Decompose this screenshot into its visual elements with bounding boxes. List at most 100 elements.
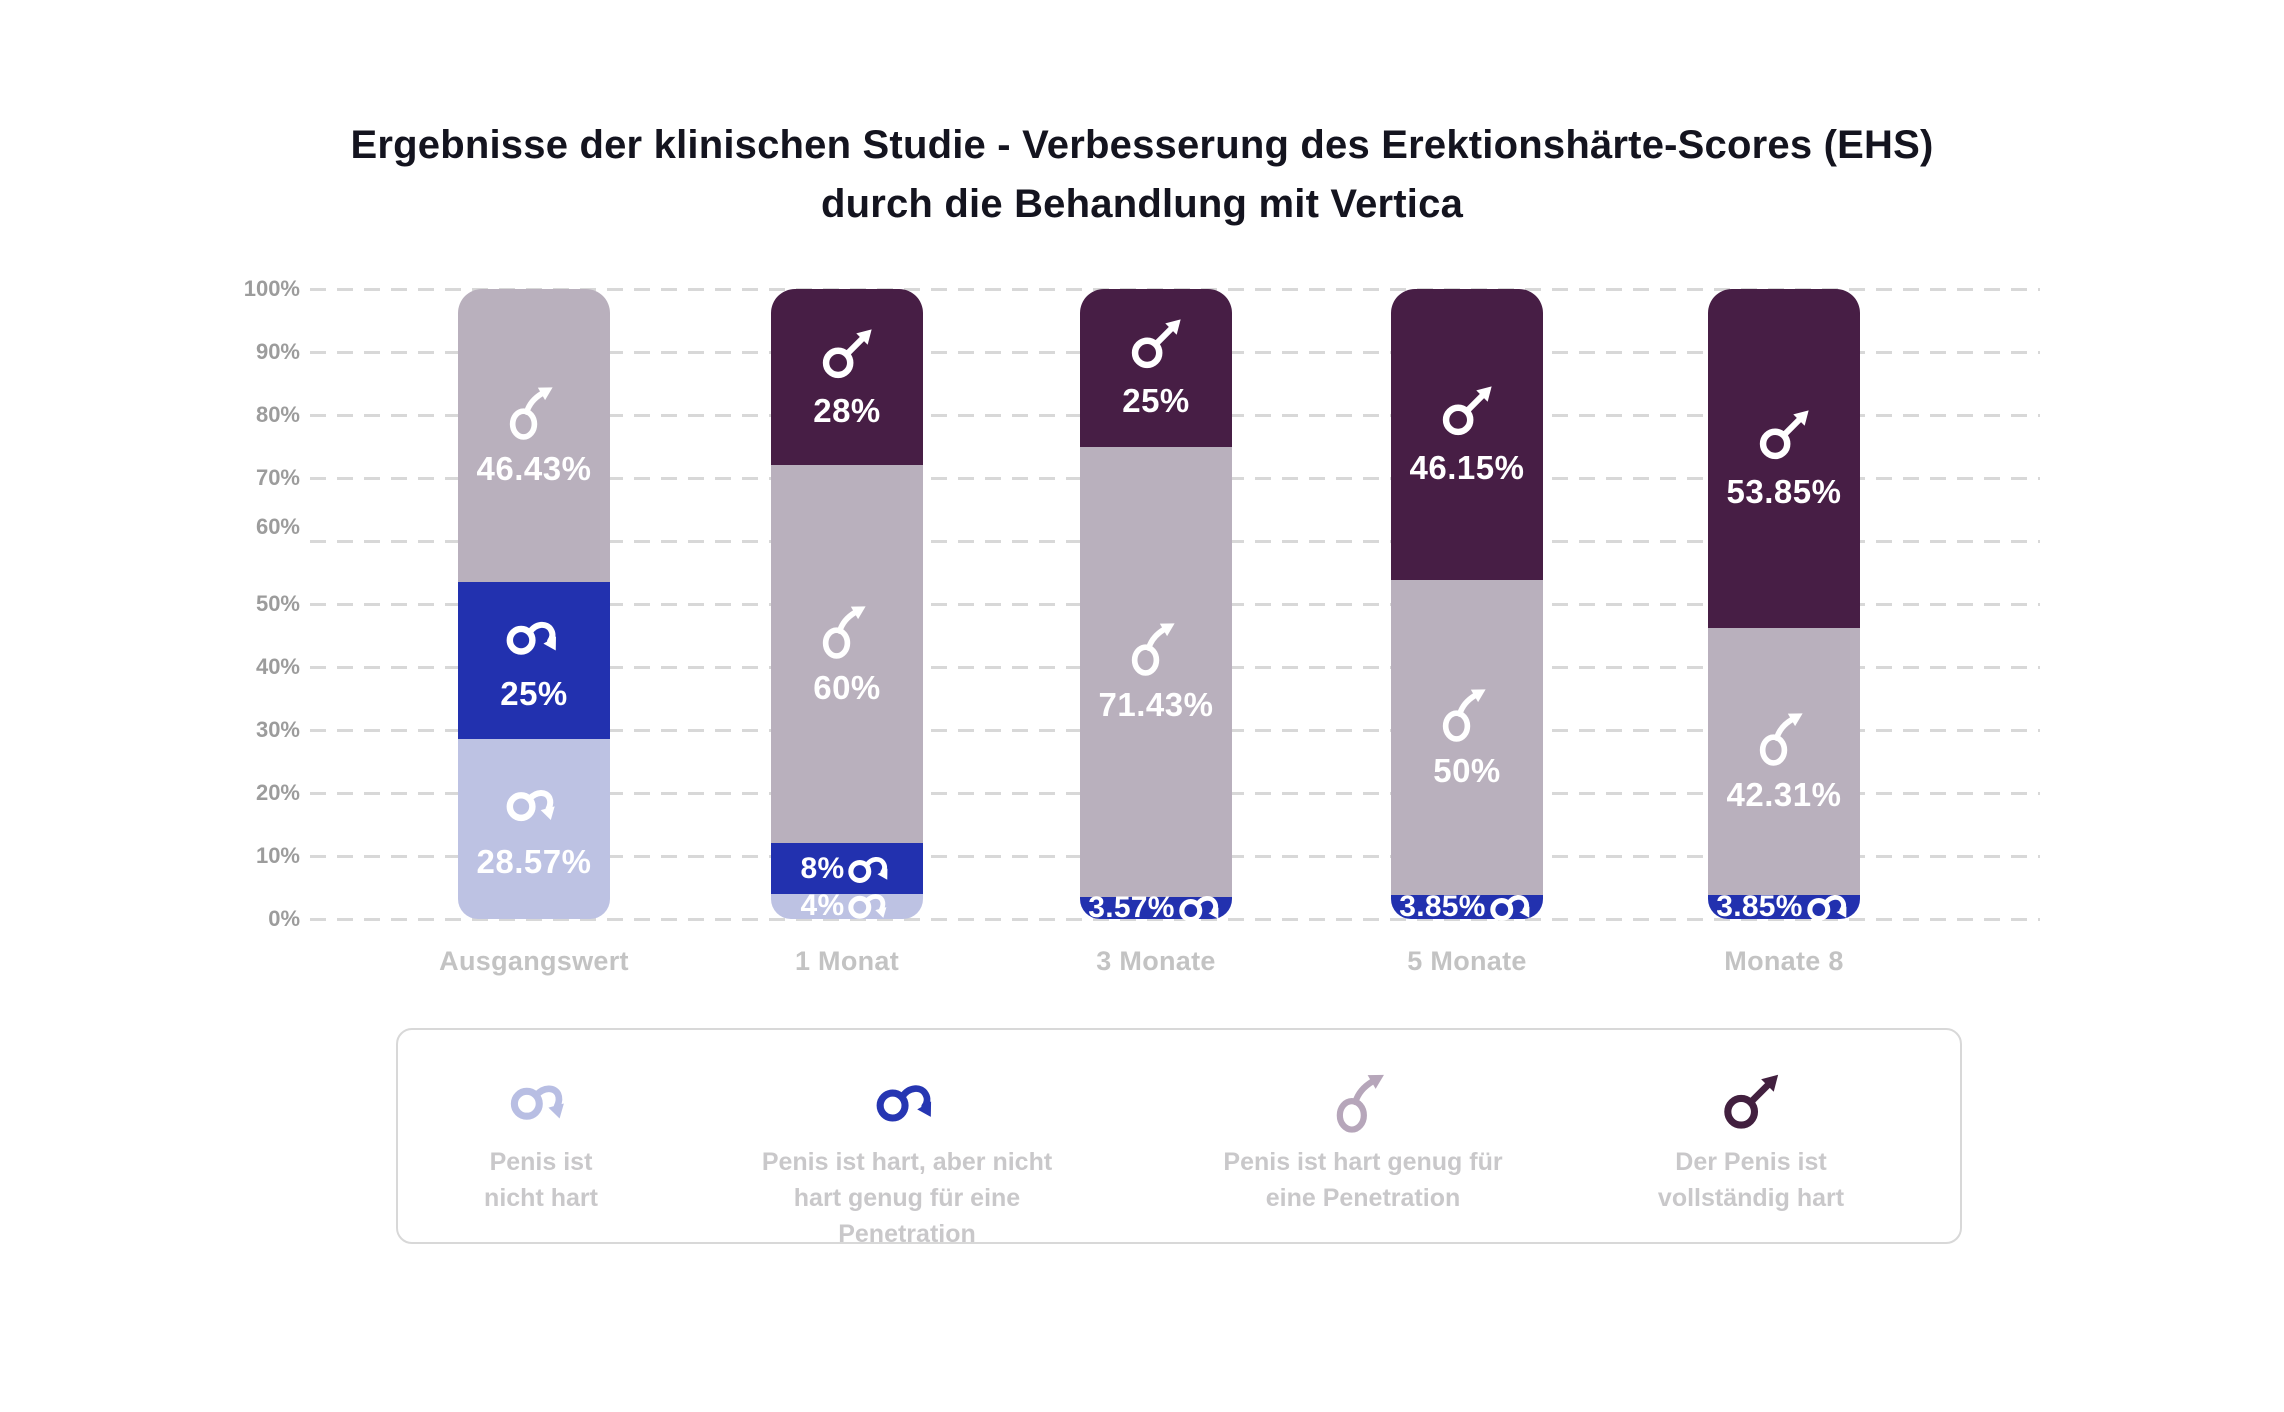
segment-value-label: 28.57%: [476, 843, 592, 881]
male-curved-up-arrow-icon: [1127, 619, 1185, 677]
legend-item-label-line: vollständig hart: [1657, 1184, 1845, 1212]
segment-value-label: 71.43%: [1098, 686, 1214, 723]
bar-Ausgangswert: 46.43% 25% 28.57%: [458, 289, 610, 919]
legend-item-label: Penis ist hart, aber nicht hart genug für…: [762, 1144, 1052, 1252]
legend-item-label-line: eine Penetration: [1265, 1184, 1461, 1212]
legend-item-label-line: nicht hart: [484, 1184, 598, 1212]
segment-label-group: 53.85%: [1727, 406, 1842, 511]
legend-item-label-line: hart genug für eine: [793, 1184, 1021, 1212]
chart-title: Ergebnisse der klinischen Studie - Verbe…: [0, 116, 2284, 234]
segment-label-group: 42.31%: [1727, 709, 1842, 814]
legend-item-label-line: Penis ist hart genug für: [1223, 1148, 1503, 1176]
legend-item-label: Penis ist nicht hart: [484, 1144, 598, 1216]
x-axis-label: Ausgangswert: [439, 946, 629, 976]
male-hook-arrow-icon: [1489, 884, 1535, 930]
segment-label-group: 3.85%: [1716, 884, 1852, 930]
segment-value-label: 3.85%: [1716, 889, 1803, 923]
bar-segment-hard_enough: 46.43%: [458, 289, 610, 582]
segment-label-group: 25%: [500, 608, 568, 713]
male-straight-arrow-icon: [1438, 382, 1496, 440]
bar-segment-hard_not_enough: 3.57%: [1080, 891, 1232, 919]
x-axis-label: 1 Monat: [794, 946, 900, 976]
bar-segment-hard_enough: 50%: [1391, 579, 1543, 895]
bar-segment-hard_enough: 71.43%: [1080, 446, 1232, 897]
y-axis-tick: 30%: [255, 717, 300, 742]
male-curved-up-arrow-icon: [1755, 709, 1813, 767]
bar-segment-not_hard: 4%: [771, 889, 923, 922]
gridline: [310, 917, 2040, 921]
y-axis-tick: 50%: [255, 591, 300, 616]
segment-value-label: 46.43%: [476, 449, 592, 487]
segment-value-label: 53.85%: [1726, 473, 1842, 511]
bar-1 Monat: 28% 60% 8% 4%: [771, 289, 923, 922]
segment-label-group: 46.15%: [1410, 382, 1525, 487]
male-curved-up-arrow-icon: [1438, 685, 1496, 743]
legend: Penis ist nicht hart Penis ist hart, aber …: [396, 1028, 1962, 1248]
y-axis-tick: 100%: [243, 276, 300, 301]
bar-segment-fully_hard: 28%: [771, 289, 923, 466]
bar-segment-fully_hard: 53.85%: [1708, 289, 1860, 629]
segment-label-group: 46.43%: [477, 383, 592, 488]
bar-Monate 8: 53.85% 42.31% 3.85%: [1708, 289, 1860, 919]
y-axis-tick: 90%: [255, 339, 300, 364]
chart-title-line2: durch die Behandlung mit Vertica: [820, 182, 1464, 226]
segment-label-group: 3.85%: [1399, 884, 1535, 930]
legend-item-label-line: Der Penis ist: [1675, 1148, 1827, 1176]
male-straight-arrow-icon: [1127, 315, 1185, 373]
chart-title-line1: Ergebnisse der klinischen Studie - Verbe…: [350, 123, 1934, 167]
segment-label-group: 28.57%: [477, 776, 592, 881]
y-axis-tick: 20%: [255, 780, 300, 805]
legend-item-hard_enough: Penis ist hart genug für eine Penetration: [1223, 1070, 1503, 1216]
legend-item-label: Der Penis ist vollständig hart: [1658, 1144, 1844, 1216]
male-droop-arrow-icon: [505, 776, 563, 834]
male-straight-arrow-icon: [1719, 1070, 1783, 1134]
bar-5 Monate: 46.15% 50% 3.85%: [1391, 289, 1543, 919]
bar-segment-fully_hard: 46.15%: [1391, 289, 1543, 580]
segment-value-label: 28%: [813, 391, 881, 429]
bar-segment-hard_not_enough: 25%: [458, 581, 610, 739]
x-axis-label: 3 Monate: [1096, 946, 1216, 976]
bar-segment-fully_hard: 25%: [1080, 289, 1232, 447]
bar-segment-hard_enough: 60%: [771, 465, 923, 844]
legend-item-label-line: Penis ist: [489, 1148, 593, 1176]
segment-label-group: 60%: [813, 602, 881, 707]
y-axis-tick: 10%: [255, 843, 300, 868]
segment-value-label: 4%: [800, 889, 845, 923]
y-axis-tick: 40%: [255, 654, 300, 679]
segment-label-group: 25%: [1122, 315, 1190, 420]
segment-value-label: 42.31%: [1726, 776, 1842, 814]
male-straight-arrow-icon: [818, 325, 876, 383]
male-hook-arrow-icon: [1178, 885, 1224, 931]
legend-item-fully_hard: Der Penis ist vollständig hart: [1658, 1070, 1844, 1216]
x-axis-label: Monate 8: [1724, 946, 1844, 976]
legend-item-label: Penis ist hart genug für eine Penetration: [1223, 1144, 1502, 1216]
legend-item-hard_not_enough: Penis ist hart, aber nicht hart genug für…: [762, 1070, 1052, 1252]
legend-item-label-line: Penis ist hart, aber nicht: [761, 1148, 1053, 1176]
bar-segment-hard_enough: 42.31%: [1708, 628, 1860, 895]
segment-value-label: 25%: [500, 674, 568, 712]
y-axis-tick: 60%: [255, 514, 300, 539]
bar-3 Monate: 25% 71.43% 3.57%: [1080, 289, 1232, 919]
male-droop-arrow-icon: [509, 1070, 573, 1134]
segment-value-label: 46.15%: [1409, 448, 1525, 486]
male-hook-arrow-icon: [505, 608, 563, 666]
y-axis-tick: 80%: [255, 402, 300, 427]
y-axis-tick: 70%: [255, 465, 300, 490]
male-curved-up-arrow-icon: [505, 383, 563, 441]
x-axis-label: 5 Monate: [1407, 946, 1527, 976]
bar-segment-not_hard: 28.57%: [458, 739, 610, 919]
male-curved-up-arrow-icon: [818, 602, 876, 660]
segment-value-label: 3.85%: [1399, 889, 1486, 923]
segment-value-label: 60%: [813, 668, 881, 706]
segment-value-label: 8%: [800, 851, 845, 885]
legend-item-not_hard: Penis ist nicht hart: [484, 1070, 598, 1216]
bar-segment-hard_not_enough: 8%: [771, 843, 923, 894]
segment-label-group: 4%: [801, 883, 894, 929]
bar-segment-hard_not_enough: 3.85%: [1391, 890, 1543, 919]
segment-label-group: 3.57%: [1088, 885, 1224, 931]
segment-label-group: 8%: [801, 846, 894, 892]
segment-label-group: 71.43%: [1099, 619, 1214, 724]
legend-item-label-line: Penetration: [838, 1220, 976, 1248]
male-hook-arrow-icon: [1806, 884, 1852, 930]
male-droop-arrow-icon: [847, 883, 893, 929]
